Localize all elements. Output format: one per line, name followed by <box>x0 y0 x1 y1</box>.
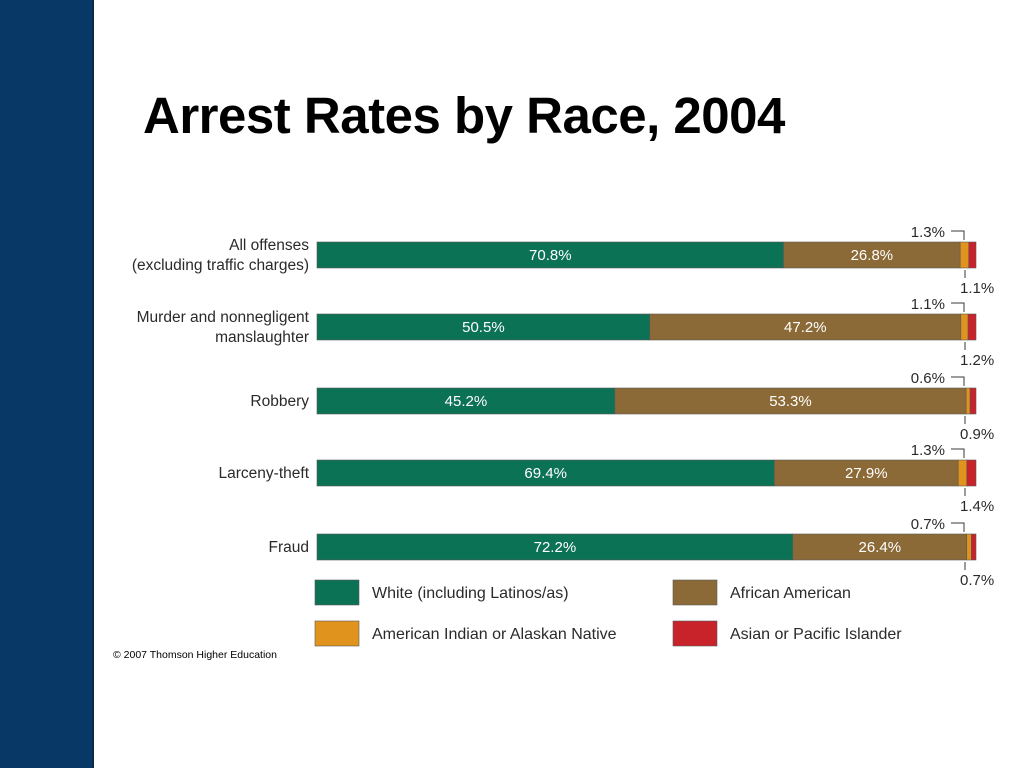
bar-segment <box>316 387 616 415</box>
legend-swatch <box>314 579 360 606</box>
bar-segment <box>783 241 961 269</box>
bar-row: Fraud 72.2% 26.4% 0.7% 0.7% <box>269 516 995 589</box>
bar-segment <box>967 313 977 341</box>
data-label: 26.4% <box>859 539 902 556</box>
bar-row: Larceny-theft 69.4% 27.9% 1.3% 1.4% <box>219 442 995 515</box>
category-label: Murder and nonnegligent <box>137 309 310 326</box>
data-label: 1.3% <box>911 442 945 459</box>
category-label: Larceny-theft <box>219 465 310 482</box>
bar-segment <box>965 387 971 415</box>
data-label: 0.7% <box>960 572 994 589</box>
legend-item: American Indian or Alaskan Native <box>314 620 617 647</box>
bar-segment <box>316 313 651 341</box>
callout-line <box>951 448 965 458</box>
data-label: 26.8% <box>851 247 894 264</box>
bar-segment <box>971 533 977 561</box>
data-label: 0.7% <box>911 516 945 533</box>
bar-segment <box>774 459 959 487</box>
bar-segment <box>959 241 970 269</box>
bar-segment <box>966 533 972 561</box>
data-label: 45.2% <box>445 393 488 410</box>
legend-swatch <box>314 620 360 647</box>
legend-label: White (including Latinos/as) <box>372 585 569 602</box>
legend-item: White (including Latinos/as) <box>314 579 569 606</box>
bar-segment <box>957 459 968 487</box>
data-label: 1.1% <box>911 296 945 313</box>
data-label: 69.4% <box>524 465 567 482</box>
bar-segment <box>316 533 794 561</box>
legend-label: Asian or Pacific Islander <box>730 626 902 643</box>
side-band <box>0 0 94 768</box>
legend-item: African American <box>672 579 851 606</box>
bar-row: Murder and nonnegligent manslaughter 50.5%… <box>137 296 995 369</box>
bar-segment <box>960 313 969 341</box>
category-label: All offenses <box>229 237 309 254</box>
legend-swatch <box>672 620 718 647</box>
data-label: 27.9% <box>845 465 888 482</box>
legend: White (including Latinos/as) African Amer… <box>314 579 902 647</box>
data-label: 1.4% <box>960 498 994 515</box>
data-label: 0.6% <box>911 370 945 387</box>
bar-segment <box>968 241 977 269</box>
legend-label: African American <box>730 585 851 602</box>
bars-layer: All offenses (excluding traffic charges) 7… <box>132 224 994 589</box>
bar-segment <box>969 387 977 415</box>
category-label: manslaughter <box>215 329 309 346</box>
data-label: 72.2% <box>534 539 577 556</box>
legend-item: Asian or Pacific Islander <box>672 620 902 647</box>
callout-line <box>951 522 965 532</box>
category-label: Robbery <box>250 393 309 410</box>
data-label: 53.3% <box>769 393 812 410</box>
data-label: 50.5% <box>462 319 505 336</box>
bar-row: All offenses (excluding traffic charges) 7… <box>132 224 994 297</box>
data-label: 0.9% <box>960 426 994 443</box>
copyright-notice: © 2007 Thomson Higher Education <box>113 649 277 661</box>
category-label: (excluding traffic charges) <box>132 257 309 274</box>
legend-swatch <box>672 579 718 606</box>
callout-line <box>951 376 965 386</box>
data-label: 47.2% <box>784 319 827 336</box>
bar-segment <box>649 313 962 341</box>
callout-line <box>951 230 965 240</box>
data-label: 1.3% <box>911 224 945 241</box>
bar-segment <box>792 533 968 561</box>
callout-line <box>951 302 965 312</box>
data-label: 70.8% <box>529 247 572 264</box>
bar-segment <box>316 241 784 269</box>
data-label: 1.1% <box>960 280 994 297</box>
bar-segment <box>966 459 977 487</box>
category-label: Fraud <box>269 539 310 556</box>
slide-title: Arrest Rates by Race, 2004 <box>143 87 785 144</box>
bar-row: Robbery 45.2% 53.3% 0.6% 0.9% <box>250 370 994 443</box>
data-label: 1.2% <box>960 352 994 369</box>
legend-label: American Indian or Alaskan Native <box>372 626 617 643</box>
